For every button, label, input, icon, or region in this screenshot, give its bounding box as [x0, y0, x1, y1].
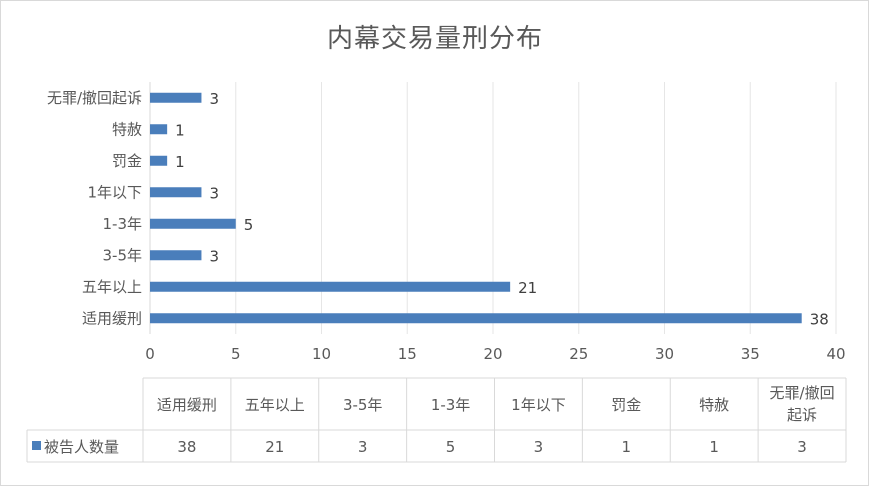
bar [150, 250, 202, 261]
bar [150, 124, 168, 135]
x-tick-label: 15 [398, 345, 417, 363]
x-tick-label: 40 [826, 345, 845, 363]
x-tick-label: 20 [483, 345, 502, 363]
table-value: 38 [177, 438, 196, 456]
category-label: 1-3年 [103, 215, 143, 233]
category-label: 无罪/撤回起诉 [47, 89, 142, 107]
table-header: 3-5年 [343, 396, 383, 414]
table-header: 适用缓刑 [157, 396, 217, 414]
bar [150, 313, 802, 324]
bar [150, 155, 168, 166]
table-value: 5 [446, 438, 456, 456]
x-tick-label: 25 [569, 345, 588, 363]
category-label: 适用缓刑 [82, 309, 142, 327]
category-label: 3-5年 [103, 246, 143, 264]
table-header: 起诉 [787, 406, 817, 424]
data-label: 21 [518, 279, 537, 297]
data-label: 3 [209, 90, 219, 108]
x-tick-label: 30 [655, 345, 674, 363]
table-header: 1-3年 [431, 396, 471, 414]
x-tick-label: 10 [312, 345, 331, 363]
bar [150, 218, 236, 229]
category-label: 五年以上 [82, 278, 142, 296]
legend-swatch [32, 441, 41, 450]
table-header: 五年以上 [245, 396, 305, 414]
table-header: 罚金 [611, 396, 641, 414]
table-header: 1年以下 [511, 396, 566, 414]
table-header: 特赦 [699, 396, 729, 414]
table-value: 1 [709, 438, 719, 456]
bar [150, 92, 202, 103]
table-value: 3 [534, 438, 544, 456]
category-label: 罚金 [112, 152, 142, 170]
table-value: 1 [622, 438, 632, 456]
data-label: 3 [209, 184, 219, 202]
series-name: 被告人数量 [44, 438, 119, 456]
x-tick-label: 5 [231, 345, 241, 363]
data-label: 3 [209, 247, 219, 265]
x-tick-label: 35 [741, 345, 760, 363]
chart-title: 内幕交易量刑分布 [326, 24, 543, 54]
data-label: 1 [175, 121, 185, 139]
bar [150, 281, 511, 292]
data-label: 1 [175, 153, 185, 171]
bar [150, 187, 202, 198]
table-value: 3 [358, 438, 368, 456]
data-label: 5 [244, 216, 254, 234]
table-value: 21 [265, 438, 284, 456]
table-value: 3 [797, 438, 807, 456]
category-label: 特赦 [112, 120, 142, 138]
data-label: 38 [810, 310, 829, 328]
x-tick-label: 0 [145, 345, 155, 363]
table-header: 无罪/撤回 [770, 384, 835, 402]
category-label: 1年以下 [87, 183, 142, 201]
